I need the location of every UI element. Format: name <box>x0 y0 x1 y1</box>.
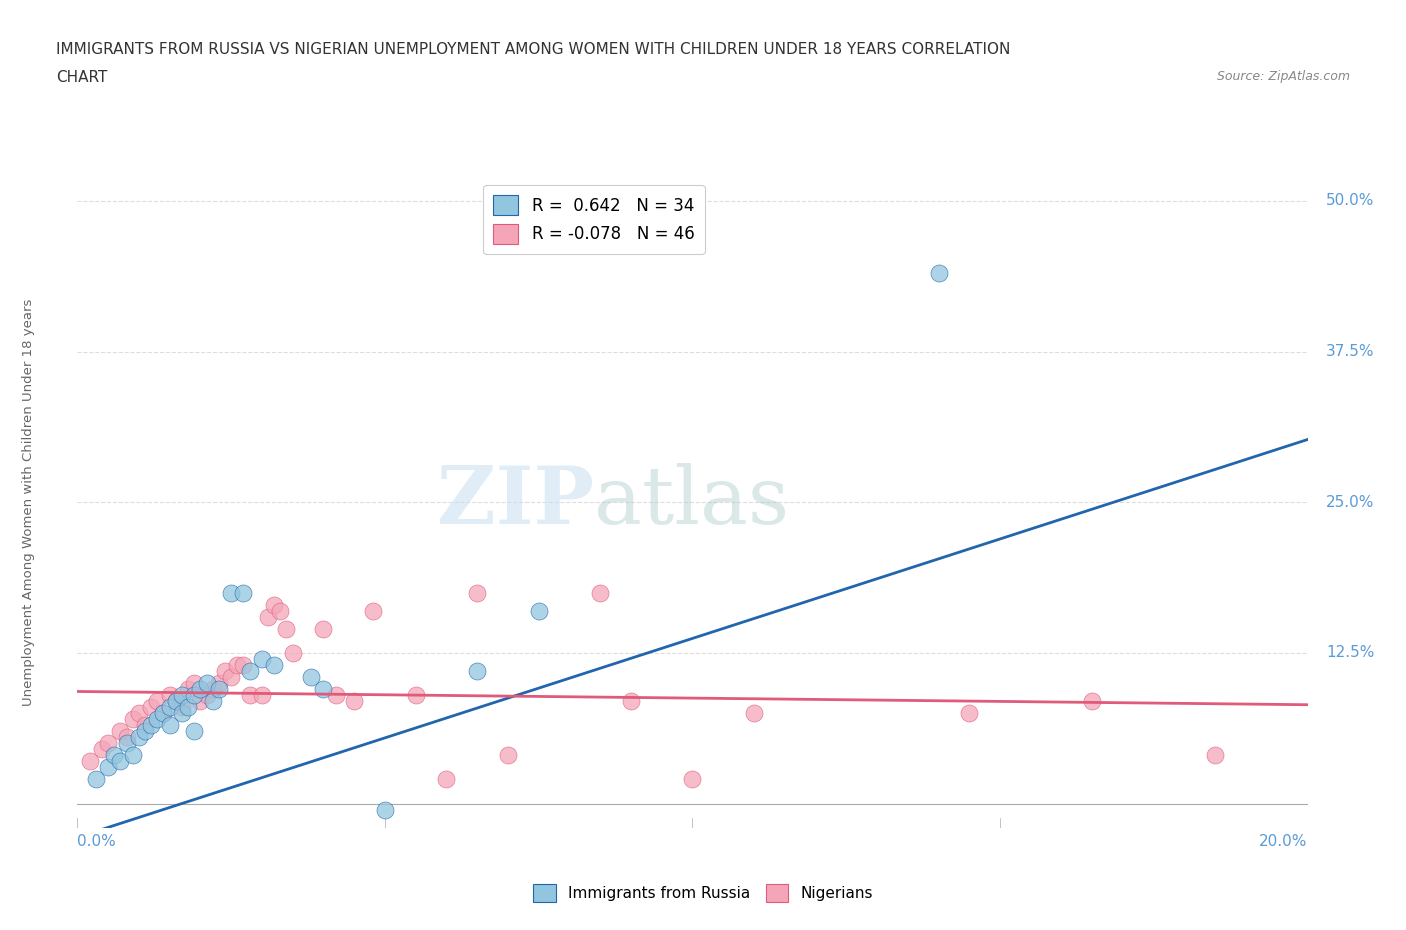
Point <box>232 585 254 600</box>
Point <box>325 687 347 702</box>
Point <box>195 675 218 690</box>
Point <box>250 687 273 702</box>
Point <box>219 670 242 684</box>
Point <box>620 694 643 709</box>
Point <box>214 663 236 678</box>
Point <box>208 682 231 697</box>
Point <box>496 748 519 763</box>
Point <box>146 711 169 726</box>
Point <box>103 748 125 763</box>
Point <box>134 724 156 738</box>
Point <box>465 663 488 678</box>
Point <box>165 694 187 709</box>
Point <box>110 724 132 738</box>
Text: 12.5%: 12.5% <box>1326 645 1375 660</box>
Text: 0.0%: 0.0% <box>77 833 117 849</box>
Point <box>134 718 156 733</box>
Point <box>299 670 322 684</box>
Point <box>201 682 224 697</box>
Point <box>97 736 120 751</box>
Text: 20.0%: 20.0% <box>1260 833 1308 849</box>
Point <box>250 652 273 667</box>
Point <box>128 706 150 721</box>
Point <box>239 687 262 702</box>
Point <box>589 585 612 600</box>
Point <box>121 748 143 763</box>
Point <box>188 694 212 709</box>
Legend: R =  0.642   N = 34, R = -0.078   N = 46: R = 0.642 N = 34, R = -0.078 N = 46 <box>484 185 704 254</box>
Point <box>141 718 163 733</box>
Text: IMMIGRANTS FROM RUSSIA VS NIGERIAN UNEMPLOYMENT AMONG WOMEN WITH CHILDREN UNDER : IMMIGRANTS FROM RUSSIA VS NIGERIAN UNEMP… <box>56 42 1011 57</box>
Point <box>1204 748 1226 763</box>
Point <box>188 682 212 697</box>
Point <box>177 682 200 697</box>
Point <box>146 694 169 709</box>
Point <box>374 803 396 817</box>
Point <box>183 724 205 738</box>
Point <box>208 675 231 690</box>
Point <box>115 730 138 745</box>
Point <box>201 694 224 709</box>
Point <box>232 658 254 672</box>
Point <box>97 760 120 775</box>
Point <box>682 772 704 787</box>
Point <box>742 706 765 721</box>
Point <box>269 604 291 618</box>
Point <box>263 658 285 672</box>
Point <box>152 706 174 721</box>
Point <box>183 675 205 690</box>
Point <box>159 718 181 733</box>
Point <box>343 694 366 709</box>
Point <box>276 621 298 636</box>
Point <box>281 645 304 660</box>
Point <box>177 699 200 714</box>
Point <box>170 687 193 702</box>
Text: ZIP: ZIP <box>437 463 595 541</box>
Point <box>1081 694 1104 709</box>
Point <box>84 772 107 787</box>
Point <box>195 687 218 702</box>
Point <box>115 736 138 751</box>
Point <box>226 658 249 672</box>
Point <box>361 604 384 618</box>
Point <box>312 682 335 697</box>
Point <box>90 742 114 757</box>
Legend: Immigrants from Russia, Nigerians: Immigrants from Russia, Nigerians <box>527 878 879 909</box>
Point <box>263 597 285 612</box>
Text: 50.0%: 50.0% <box>1326 193 1375 208</box>
Text: Unemployment Among Women with Children Under 18 years: Unemployment Among Women with Children U… <box>21 299 35 706</box>
Point <box>141 699 163 714</box>
Point <box>465 585 488 600</box>
Point <box>128 730 150 745</box>
Point <box>405 687 427 702</box>
Point <box>239 663 262 678</box>
Point <box>152 706 174 721</box>
Point <box>312 621 335 636</box>
Point <box>170 699 193 714</box>
Text: Source: ZipAtlas.com: Source: ZipAtlas.com <box>1216 70 1350 83</box>
Point <box>110 754 132 769</box>
Point <box>257 609 280 624</box>
Point <box>436 772 458 787</box>
Point <box>170 706 193 721</box>
Text: 25.0%: 25.0% <box>1326 495 1375 510</box>
Text: CHART: CHART <box>56 70 108 85</box>
Point <box>219 585 242 600</box>
Text: atlas: atlas <box>595 463 789 541</box>
Point <box>159 699 181 714</box>
Point <box>527 604 550 618</box>
Point <box>928 266 950 281</box>
Text: 37.5%: 37.5% <box>1326 344 1375 359</box>
Point <box>159 687 181 702</box>
Point <box>183 687 205 702</box>
Point <box>165 694 187 709</box>
Point <box>79 754 101 769</box>
Point <box>957 706 980 721</box>
Point <box>121 711 143 726</box>
